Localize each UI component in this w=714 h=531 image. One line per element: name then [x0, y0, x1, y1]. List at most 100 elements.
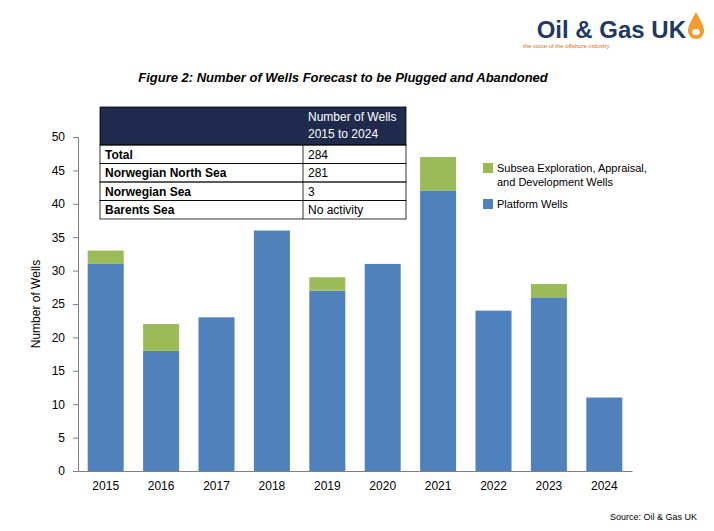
y-tick-mark [73, 371, 78, 372]
legend: Subsea Exploration, Appraisal, and Develo… [483, 162, 647, 210]
bar-segment [88, 264, 124, 471]
y-axis-line [73, 138, 79, 472]
x-tick: 2023 [536, 471, 563, 493]
y-tick-mark [73, 137, 78, 138]
table-cell: Barents Sea [105, 203, 175, 217]
bar-segment [531, 284, 567, 297]
chart-container: Oil & Gas UKthe voice of the offshore in… [0, 0, 714, 531]
y-tick-label: 40 [52, 197, 66, 211]
y-tick-label: 35 [52, 231, 66, 245]
text-line: Subsea Exploration, Appraisal, [497, 162, 647, 174]
x-tick: 2021 [425, 471, 452, 493]
table-cell: Norwegian Sea [105, 185, 191, 199]
x-tick-label: 2019 [314, 479, 341, 493]
bar-segment [88, 251, 124, 264]
x-tick: 2018 [259, 471, 286, 493]
text-line: Platform Wells [497, 198, 568, 210]
legend-item: Subsea Exploration, Appraisal, and Develo… [483, 162, 647, 188]
source-note: Source: Oil & Gas UK [610, 512, 697, 522]
y-tick-mark [73, 271, 78, 272]
y-tick-label: 0 [58, 464, 65, 478]
y-tick: 30 [52, 264, 78, 278]
table-row [100, 164, 406, 183]
y-tick: 15 [52, 364, 78, 378]
x-tick-label: 2022 [480, 479, 507, 493]
y-tick: 50 [52, 130, 78, 144]
text-line: 2015 to 2024 [308, 127, 378, 141]
bar-segment [309, 277, 345, 290]
y-tick-label: 10 [52, 398, 66, 412]
bar-segment [586, 397, 622, 398]
table-cell: 281 [308, 166, 328, 180]
x-tick: 2017 [203, 471, 230, 493]
bar-segment [475, 310, 511, 311]
y-tick-mark [73, 304, 78, 305]
y-tick: 35 [52, 231, 78, 245]
logo-icon-highlight [692, 29, 700, 35]
table-row [100, 182, 406, 201]
bar-segment [420, 190, 456, 471]
x-tick: 2019 [314, 471, 341, 493]
y-tick: 5 [58, 431, 78, 445]
table-cell: 3 [308, 185, 315, 199]
y-tick-mark [73, 237, 78, 238]
bar-segment [420, 157, 456, 190]
logo-name: Oil & Gas UK [537, 16, 687, 43]
y-tick-mark [73, 170, 78, 171]
table-row [100, 145, 406, 164]
table-header-bg [100, 107, 406, 145]
legend-label: Platform Wells [497, 198, 568, 210]
x-tick-label: 2021 [425, 479, 452, 493]
table-header: Number of Wells2015 to 2024 [308, 110, 396, 141]
legend-swatch [483, 163, 493, 173]
x-tick-label: 2018 [259, 479, 286, 493]
bar-segment [365, 263, 401, 264]
bar-segment [254, 230, 290, 231]
y-tick-label: 45 [52, 164, 66, 178]
table-cell: Norwegian North Sea [105, 166, 227, 180]
x-tick: 2020 [369, 471, 396, 493]
x-tick-label: 2020 [369, 479, 396, 493]
logo-icon [688, 12, 704, 39]
bar-segment [254, 231, 290, 471]
x-tick: 2015 [92, 471, 119, 493]
y-tick: 45 [52, 164, 78, 178]
x-tick-label: 2015 [92, 479, 119, 493]
legend-item: Platform Wells [483, 198, 568, 210]
y-tick-label: 30 [52, 264, 66, 278]
y-tick-label: 20 [52, 331, 66, 345]
y-tick-mark [73, 438, 78, 439]
y-tick-mark [73, 337, 78, 338]
y-tick-label: 50 [52, 130, 66, 144]
bars [88, 157, 623, 471]
bar-segment [143, 351, 179, 471]
bar-segment [198, 317, 234, 318]
bar-segment [198, 317, 234, 471]
x-tick: 2024 [591, 471, 618, 493]
legend-swatch [483, 199, 493, 209]
y-tick-label: 15 [52, 364, 66, 378]
table: Number of Wells2015 to 2024 Total 284 Norwe… [100, 107, 406, 219]
table-cell: 284 [308, 148, 328, 162]
logo-tagline: the voice of the offshore industry [523, 43, 610, 49]
x-axis-line [79, 471, 633, 472]
bar-segment [309, 291, 345, 471]
y-tick-mark [73, 404, 78, 405]
text-line: and Development Wells [497, 176, 613, 188]
chart-title: Figure 2: Number of Wells Forecast to be… [138, 70, 549, 85]
logo: Oil & Gas UKthe voice of the offshore in… [523, 12, 704, 49]
x-tick-label: 2023 [536, 479, 563, 493]
y-tick: 40 [52, 197, 78, 211]
bar-segment [531, 297, 567, 471]
y-axis: 0 5 10 15 20 25 30 35 40 45 50 [52, 130, 79, 478]
table-cell: Total [105, 148, 133, 162]
x-axis: 2015201620172018201920202021202220232024 [79, 471, 633, 493]
table-row [100, 201, 406, 220]
y-tick: 10 [52, 398, 78, 412]
y-tick-mark [73, 204, 78, 205]
y-tick-mark [73, 471, 78, 472]
legend-label: Subsea Exploration, Appraisal, and Develo… [497, 162, 647, 188]
bar-segment [475, 311, 511, 471]
x-tick: 2022 [480, 471, 507, 493]
y-tick-label: 25 [52, 297, 66, 311]
